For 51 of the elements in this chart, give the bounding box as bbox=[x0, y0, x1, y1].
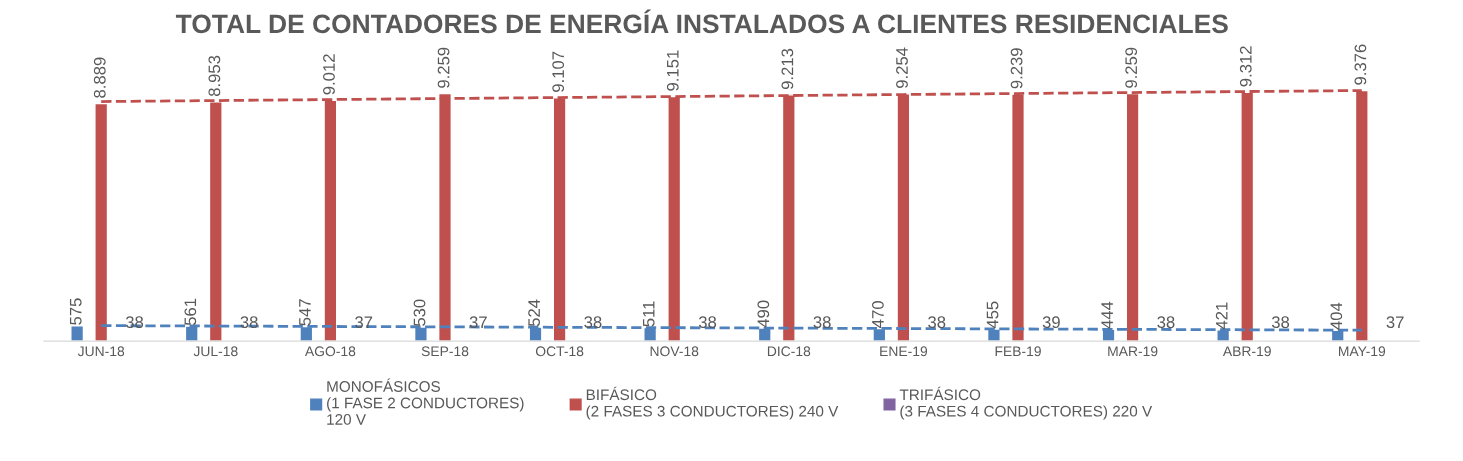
data-label: 9.259 bbox=[1125, 47, 1138, 88]
chart-title: TOTAL DE CONTADORES DE ENERGÍA INSTALADOS A CLIENTES RESIDENCIALES bbox=[175, 9, 1228, 34]
legend-label: MONOFÁSICOS (1 FASE 2 CONDUCTORES) 120 V bbox=[327, 378, 524, 425]
data-label: 9.213 bbox=[781, 48, 794, 90]
x-tick-label: JUN-18 bbox=[77, 346, 125, 357]
legend-label: BIFÁSICO (2 FASES 3 CONDUCTORES) 240 V bbox=[586, 386, 839, 420]
data-label: 444 bbox=[1101, 301, 1113, 329]
data-label: 9.239 bbox=[1010, 48, 1023, 89]
data-label: 455 bbox=[986, 301, 999, 329]
data-label: 575 bbox=[69, 298, 82, 325]
data-label: 470 bbox=[872, 301, 884, 328]
legend-label: TRIFÁSICO (3 FASES 4 CONDUCTORES) 220 V bbox=[899, 386, 1153, 420]
data-label: 8.953 bbox=[208, 55, 221, 97]
data-label: 38 bbox=[1271, 316, 1290, 329]
data-label: 9.254 bbox=[896, 47, 908, 88]
x-tick-label: FEB-19 bbox=[995, 346, 1041, 357]
x-tick-label: MAY-19 bbox=[1339, 346, 1386, 357]
x-tick-label: MAR-19 bbox=[1108, 346, 1158, 357]
x-tick-label: OCT-18 bbox=[535, 346, 584, 357]
data-label: 8.889 bbox=[93, 57, 106, 98]
data-label: 38 bbox=[125, 316, 144, 329]
data-label: 38 bbox=[813, 316, 831, 329]
data-label: 38 bbox=[928, 316, 946, 329]
data-label: 9.312 bbox=[1239, 46, 1252, 87]
data-label: 9.259 bbox=[437, 47, 450, 88]
data-label: 421 bbox=[1215, 302, 1228, 330]
x-tick-label: AGO-18 bbox=[304, 346, 356, 357]
data-label: 38 bbox=[698, 316, 717, 329]
data-label: 38 bbox=[1157, 316, 1175, 329]
x-tick-label: DIC-18 bbox=[767, 346, 811, 357]
data-label: 9.012 bbox=[323, 54, 335, 95]
data-label: 547 bbox=[299, 299, 311, 326]
data-label: 37 bbox=[1386, 316, 1404, 329]
x-tick-label: ENE-19 bbox=[880, 346, 928, 357]
data-label: 38 bbox=[584, 316, 602, 329]
data-label: 9.151 bbox=[666, 50, 679, 91]
data-label: 37 bbox=[469, 316, 487, 329]
data-label: 490 bbox=[757, 300, 770, 328]
x-tick-label: NOV-18 bbox=[650, 346, 699, 357]
x-tick-label: ABR-19 bbox=[1222, 346, 1271, 357]
data-label: 39 bbox=[1042, 316, 1060, 329]
data-label: 404 bbox=[1330, 302, 1343, 330]
x-tick-label: JUL-18 bbox=[193, 346, 238, 357]
data-label: 561 bbox=[184, 298, 197, 326]
data-label: 524 bbox=[528, 299, 541, 327]
data-label: 530 bbox=[413, 299, 426, 326]
x-tick-label: SEP-18 bbox=[421, 346, 469, 357]
data-label: 9.107 bbox=[552, 51, 565, 92]
data-label: 9.376 bbox=[1354, 44, 1367, 85]
data-label: 511 bbox=[642, 301, 655, 327]
bar bbox=[70, 325, 85, 342]
